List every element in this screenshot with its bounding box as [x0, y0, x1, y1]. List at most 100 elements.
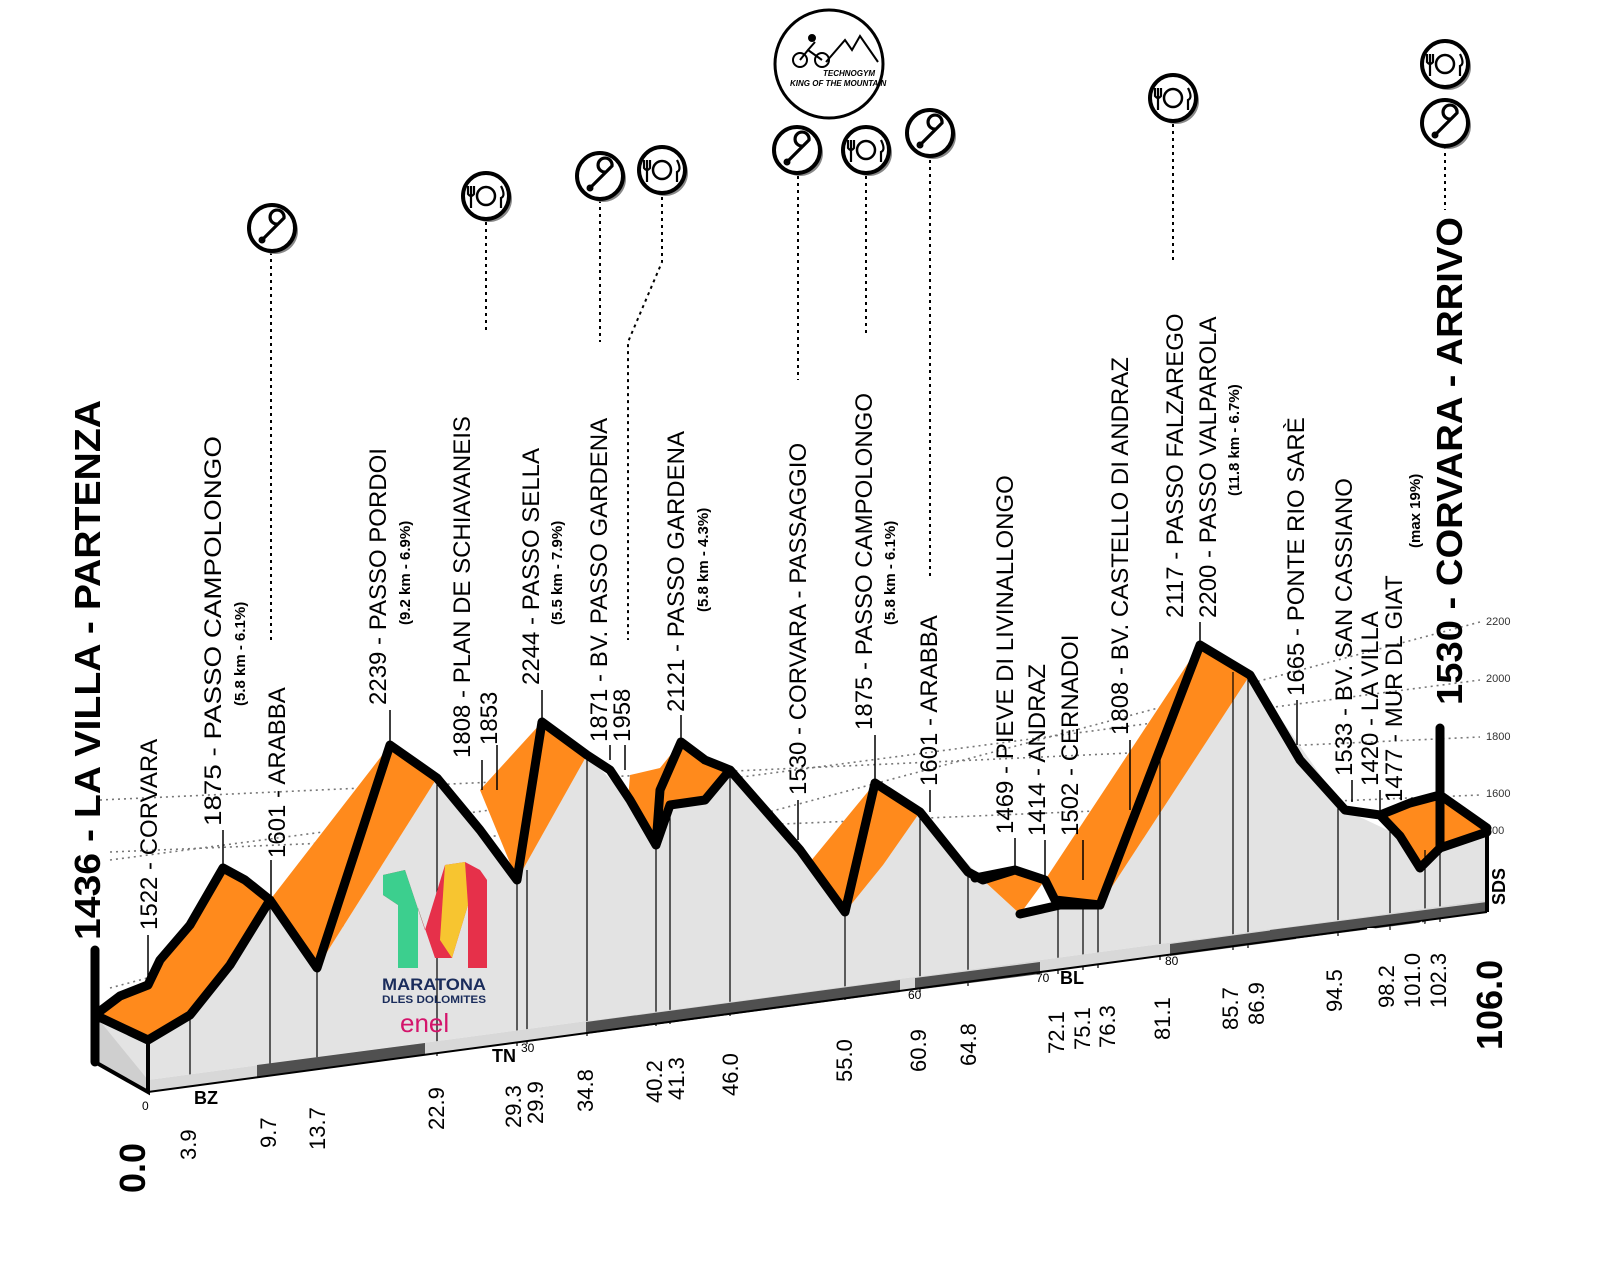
km-label: 86.9 — [1244, 982, 1269, 1025]
km-tick-0: 0 — [142, 1099, 149, 1113]
waypoint-labels: 1522 - CORVARA 1875 - PASSO CAMPOLONGO (… — [136, 313, 1424, 930]
waypoint-sub: (5.8 km - 6.1%) — [882, 521, 899, 625]
waypoint-label: 1420 - LA VILLA — [1357, 611, 1384, 786]
waypoint-label: 1665 - PONTE RIO SARÈ — [1283, 417, 1310, 696]
region-label: BZ — [730, 1013, 754, 1033]
waypoint-label: 1469 - PIEVE DI LIVINALLONGO — [992, 475, 1019, 834]
km-label: 85.7 — [1218, 987, 1243, 1030]
km-tick-20: 20 — [395, 1059, 409, 1073]
km-label: 55.0 — [832, 1039, 857, 1082]
waypoint-label: 1601 - ARABBA — [264, 687, 291, 858]
waypoint-sub: (max 19%) — [1407, 474, 1424, 548]
climb-campolongo-2 — [810, 783, 920, 912]
elevation-axis: 2200 2000 1800 1600 00 — [1486, 616, 1510, 837]
waypoint-label: 1530 - CORVARA - PASSAGGIO — [785, 443, 812, 795]
waypoint-sub: (9.2 km - 6.9%) — [397, 521, 414, 625]
waypoint-label: 2244 - PASSO SELLA — [518, 448, 545, 685]
climb-campolongo-1 — [95, 868, 270, 1040]
repair-icon — [772, 125, 823, 176]
logo-mark-green — [383, 870, 425, 968]
km-label: 29.9 — [523, 1081, 548, 1124]
waypoint-label: 1875 - PASSO CAMPOLONGO — [200, 436, 227, 826]
km-ticks: 0 10 20 30 40 50 60 70 80 90 100 — [142, 919, 1438, 1113]
elevation-tick-1600: 1600 — [1486, 788, 1510, 800]
elevation-tick-partial: 00 — [1492, 825, 1504, 837]
start-label: 1436 - LA VILLA - PARTENZA — [67, 400, 108, 940]
station-icons — [247, 39, 1471, 254]
profile-outline — [90, 640, 1492, 1067]
elevation-tick-2000: 2000 — [1486, 673, 1510, 685]
repair-icon — [905, 108, 956, 159]
km-tick-80: 80 — [1165, 954, 1179, 968]
km-label: 41.3 — [664, 1057, 689, 1100]
km-band — [148, 900, 1487, 1092]
repair-icon — [575, 151, 626, 202]
waypoint-label: 1502 - CERNADOI — [1057, 635, 1084, 836]
waypoint-label: 1477 - MUR DL GIAT — [1381, 575, 1408, 802]
km-label: 81.1 — [1150, 997, 1175, 1040]
km-label: 94.5 — [1322, 969, 1347, 1012]
credit-label: SDS — [1489, 868, 1509, 905]
km-label: 64.8 — [956, 1023, 981, 1066]
waypoint-sub: (5.8 km - 4.3%) — [695, 508, 712, 612]
waypoint-label: 2121 - PASSO GARDENA — [663, 431, 690, 712]
food-icon — [1420, 39, 1471, 90]
logo-line1: MARATONA — [382, 975, 486, 994]
km-tick-70: 70 — [1036, 971, 1050, 985]
km-label: 76.3 — [1095, 1005, 1120, 1048]
waypoint-sub: (11.8 km - 6.7%) — [1226, 384, 1243, 496]
logo-line2: DLES DOLOMITES — [382, 994, 486, 1006]
badge-line1: TECHNOGYM — [823, 69, 875, 78]
waypoint-label: 1958 — [609, 689, 636, 742]
km-label: 13.7 — [305, 1107, 330, 1150]
km-tick-50: 50 — [778, 1006, 792, 1020]
waypoint-label: 1808 - BV. CASTELLO DI ANDRAZ — [1107, 357, 1134, 735]
elevation-tick-1800: 1800 — [1486, 731, 1510, 743]
food-icon — [461, 171, 512, 222]
food-icon — [841, 125, 892, 176]
km-label: 98.2 — [1374, 965, 1399, 1008]
km-label: 46.0 — [718, 1053, 743, 1096]
waypoint-sub: (5.8 km - 6.1%) — [232, 602, 249, 706]
waypoint-label: 1853 — [476, 692, 503, 745]
km-label: 75.1 — [1070, 1007, 1095, 1050]
km-tick-40: 40 — [650, 1024, 664, 1038]
mountain-icon — [825, 34, 879, 63]
waypoint-label: 1522 - CORVARA — [136, 739, 163, 930]
km-label: 40.2 — [642, 1060, 667, 1103]
food-icon — [1148, 73, 1199, 124]
waypoint-label: 2239 - PASSO PORDOI — [365, 448, 392, 705]
region-label: BL — [334, 1068, 358, 1088]
km-label: 22.9 — [424, 1087, 449, 1130]
km-band-bottom-edge — [147, 911, 1488, 1093]
km-label: 101.0 — [1400, 953, 1425, 1008]
repair-icon — [1420, 98, 1471, 149]
waypoint-leaders — [147, 622, 1441, 980]
region-label: BZ — [1366, 925, 1390, 945]
badge-ring — [773, 8, 885, 120]
waypoint-label: 1601 - ARABBA — [916, 615, 943, 786]
logo-line3: enel — [400, 1008, 449, 1038]
badge-line2: KING OF THE MOUNTAIN — [790, 79, 887, 88]
km-label: 34.8 — [573, 1069, 598, 1112]
waypoint-label: 2117 - PASSO FALZAREGO — [1162, 313, 1189, 618]
maratona-logo: MARATONA DLES DOLOMITES enel — [382, 862, 487, 1038]
km-tick-30: 30 — [521, 1041, 535, 1055]
repair-icon — [247, 203, 298, 254]
waypoint-label: 1533 - BV. SAN CASSIANO — [1331, 478, 1358, 776]
profile-silhouette — [95, 645, 1487, 1080]
waypoint-label: 1875 - PASSO CAMPOLONGO — [851, 393, 878, 730]
logo-mark-yellow — [440, 862, 468, 958]
region-labels: BZ BL TN BZ BL BZ — [194, 925, 1390, 1108]
king-of-mountain-badge: TECHNOGYM KING OF THE MOUNTAIN — [773, 8, 887, 120]
cyclist-icon — [792, 34, 830, 68]
waypoint-sub: (5.5 km - 7.9%) — [549, 521, 566, 625]
km-label: 3.9 — [176, 1129, 201, 1160]
waypoint-label: 1414 - ANDRAZ — [1024, 664, 1051, 836]
km-tick-90: 90 — [1292, 937, 1306, 951]
icon-leaders — [270, 124, 1446, 640]
region-label: BL — [1060, 968, 1084, 988]
km-label: 72.1 — [1044, 1011, 1069, 1054]
km-tick-100: 100 — [1418, 919, 1438, 933]
